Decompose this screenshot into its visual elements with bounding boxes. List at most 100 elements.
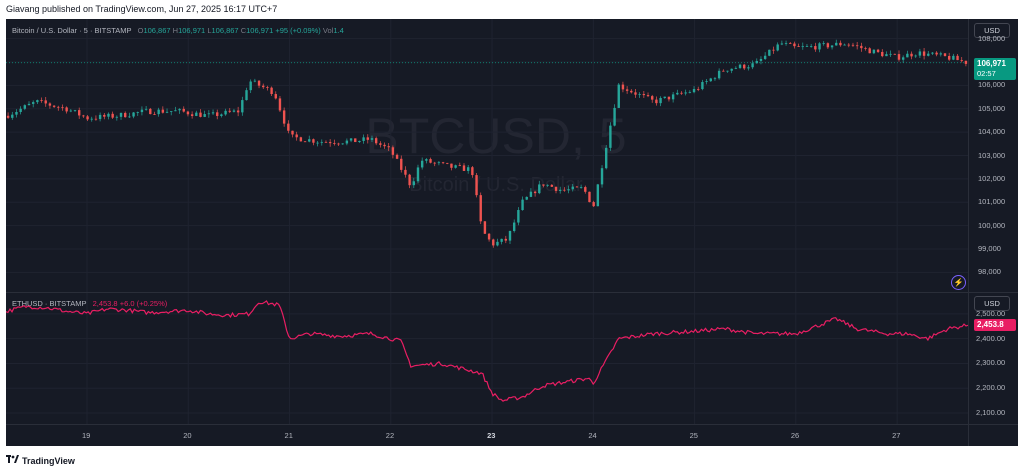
btc-candle-body — [830, 45, 834, 48]
btc-candle-body — [496, 241, 499, 246]
btc-candle-body — [642, 94, 646, 96]
btc-candle-body — [374, 138, 378, 144]
btc-candle-body — [400, 158, 403, 170]
btc-price-tick: 98,000 — [978, 267, 1001, 277]
btc-candle-body — [663, 96, 666, 98]
btc-candle-body — [876, 49, 880, 52]
eth-line-chart[interactable] — [6, 293, 968, 424]
btc-candle-body — [6, 115, 10, 118]
btc-candle-body — [257, 80, 261, 86]
btc-currency-button[interactable]: USD — [974, 23, 1010, 38]
btc-symbol-text[interactable]: Bitcoin / U.S. Dollar · 5 · BITSTAMP — [12, 26, 132, 35]
eth-last-price: 2,453.8 — [977, 320, 1004, 330]
btc-candle-body — [228, 110, 231, 112]
footer-brand: TradingView — [22, 456, 75, 466]
btc-candle-body — [801, 46, 804, 48]
btc-candle-body — [596, 184, 600, 207]
btc-candle-body — [111, 113, 114, 118]
eth-price-tick: 2,100.00 — [976, 408, 1006, 418]
btc-price-tick: 99,000 — [978, 243, 1001, 253]
btc-candle-body — [446, 162, 449, 164]
btc-candle-body — [345, 140, 349, 144]
chart-area[interactable]: BTCUSD, 5 Bitcoin / U.S. Dollar Bitcoin … — [6, 19, 1018, 446]
btc-price-tick: 104,000 — [978, 127, 1006, 137]
btc-countdown: 02:57 — [977, 68, 996, 78]
btc-candle-body — [161, 109, 165, 113]
eth-currency-button[interactable]: USD — [974, 296, 1010, 311]
btc-candle-body — [69, 110, 73, 112]
btc-candle-body — [454, 165, 457, 168]
alert-lightning-icon[interactable]: ⚡ — [951, 275, 966, 290]
btc-candle-body — [605, 147, 608, 169]
btc-candle-body — [303, 141, 307, 143]
btc-candle-body — [868, 48, 871, 54]
btc-candle-body — [358, 140, 361, 143]
btc-candle-body — [755, 60, 758, 64]
btc-grid — [6, 19, 968, 292]
btc-candle-body — [931, 52, 934, 54]
btc-candle-body — [341, 143, 344, 145]
btc-candle-body — [571, 186, 574, 190]
btc-candle-body — [822, 43, 825, 45]
btc-candle-body — [567, 189, 570, 191]
btc-candle-body — [797, 46, 800, 47]
btc-candle-body — [462, 165, 466, 171]
btc-candle-body — [935, 52, 938, 55]
btc-candle-body — [308, 139, 311, 142]
btc-candle-body — [433, 162, 436, 164]
open-label: O — [137, 26, 144, 35]
btc-candle-body — [872, 49, 876, 54]
btc-candle-body — [588, 191, 591, 203]
btc-last-price-tag: 106,971 02:57 — [974, 57, 1016, 80]
eth-price-line — [6, 300, 968, 402]
btc-candle-body — [638, 94, 641, 95]
btc-candle-body — [680, 92, 683, 94]
time-tick: 21 — [284, 431, 293, 440]
btc-candle-body — [550, 184, 554, 187]
eth-price-tick: 2,300.00 — [976, 358, 1006, 368]
btc-candle-body — [889, 53, 892, 55]
btc-candle-body — [391, 147, 395, 155]
btc-candle-body — [57, 106, 60, 108]
btc-candle-body — [860, 45, 863, 49]
btc-candle-body — [253, 80, 257, 82]
btc-candle-body — [420, 160, 424, 168]
btc-candlestick-chart[interactable] — [6, 19, 968, 292]
btc-candle-body — [592, 202, 595, 207]
btc-candle-body — [563, 189, 566, 191]
btc-candle-body — [479, 195, 482, 222]
close-value: 106,971 — [246, 26, 274, 35]
btc-candle-body — [44, 100, 47, 104]
btc-candle-body — [939, 53, 943, 55]
btc-candle-body — [153, 114, 156, 115]
open-value: 106,867 — [143, 26, 171, 35]
btc-candle-body — [77, 110, 81, 116]
btc-candle-body — [630, 90, 633, 93]
btc-candle-body — [575, 186, 579, 188]
eth-symbol-text[interactable]: ETHUSD · BITSTAMP — [12, 299, 87, 308]
btc-candle-body — [128, 116, 131, 118]
btc-candle-body — [354, 138, 357, 143]
btc-candle-body — [216, 112, 219, 116]
btc-candle-body — [789, 43, 792, 44]
btc-candle-body — [701, 82, 704, 90]
high-value: 106,971 — [178, 26, 206, 35]
time-tick: 19 — [82, 431, 91, 440]
btc-candle-body — [901, 57, 905, 60]
btc-candle-body — [36, 100, 39, 103]
btc-candle-body — [103, 114, 106, 117]
btc-candle-body — [11, 114, 14, 118]
btc-candle-body — [947, 55, 951, 60]
btc-candle-body — [370, 138, 374, 140]
btc-candle-body — [190, 114, 194, 116]
btc-candle-body — [270, 87, 273, 95]
btc-candle-body — [416, 167, 420, 182]
btc-candle-body — [266, 87, 269, 88]
btc-candle-body — [692, 89, 696, 93]
btc-candle-body — [245, 90, 248, 101]
btc-price-tick: 100,000 — [978, 220, 1006, 230]
btc-candle-body — [199, 112, 202, 117]
btc-candle-body — [262, 85, 265, 88]
btc-candle-body — [437, 162, 441, 164]
pane-separator[interactable] — [6, 292, 1018, 293]
